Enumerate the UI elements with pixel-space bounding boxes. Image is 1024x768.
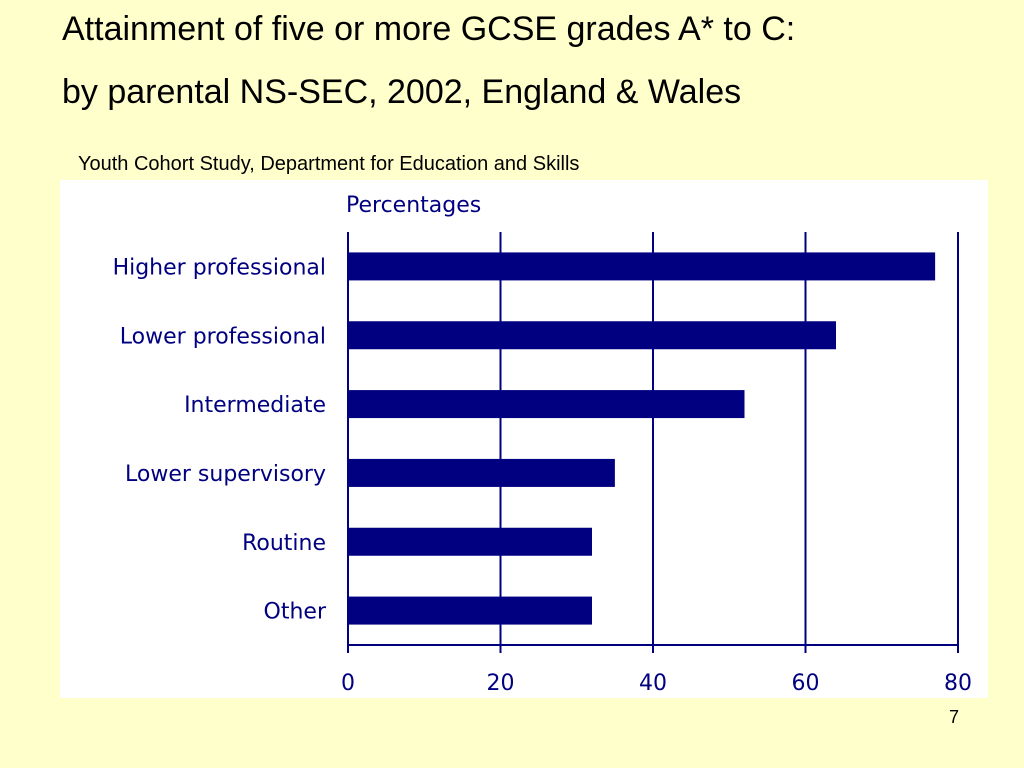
chart-panel: Percentages Higher professional Lower pro… [60, 180, 988, 698]
bar [348, 390, 745, 419]
tick-label-layer: 0 20 40 60 80 [341, 671, 972, 696]
bar [348, 596, 592, 625]
slide-title-line-2: by parental NS-SEC, 2002, England & Wale… [62, 73, 742, 111]
x-tick-label: 0 [341, 671, 355, 696]
page-number: 7 [949, 707, 960, 727]
x-tick-label: 60 [792, 671, 820, 696]
category-label: Routine [242, 531, 326, 556]
category-label: Lower professional [120, 324, 326, 349]
bar-chart: Percentages Higher professional Lower pro… [113, 193, 972, 696]
bar [348, 252, 936, 281]
grid-layer [499, 232, 959, 645]
chart-title: Percentages [346, 193, 481, 218]
bar [348, 321, 836, 350]
category-label: Higher professional [113, 255, 326, 280]
category-label-layer: Higher professional Lower professional Int… [113, 255, 327, 624]
x-tick-label: 20 [487, 671, 515, 696]
x-tick-label: 40 [639, 671, 667, 696]
bar [348, 458, 615, 487]
category-label: Lower supervisory [125, 462, 326, 487]
category-label: Other [264, 600, 327, 625]
source-caption: Youth Cohort Study, Department for Educa… [78, 153, 580, 175]
axis-layer [347, 232, 959, 653]
bar-layer [348, 252, 936, 625]
bar [348, 527, 592, 556]
x-tick-label: 80 [944, 671, 972, 696]
category-label: Intermediate [184, 393, 326, 418]
slide-title-line-1: Attainment of five or more GCSE grades A… [62, 10, 796, 48]
